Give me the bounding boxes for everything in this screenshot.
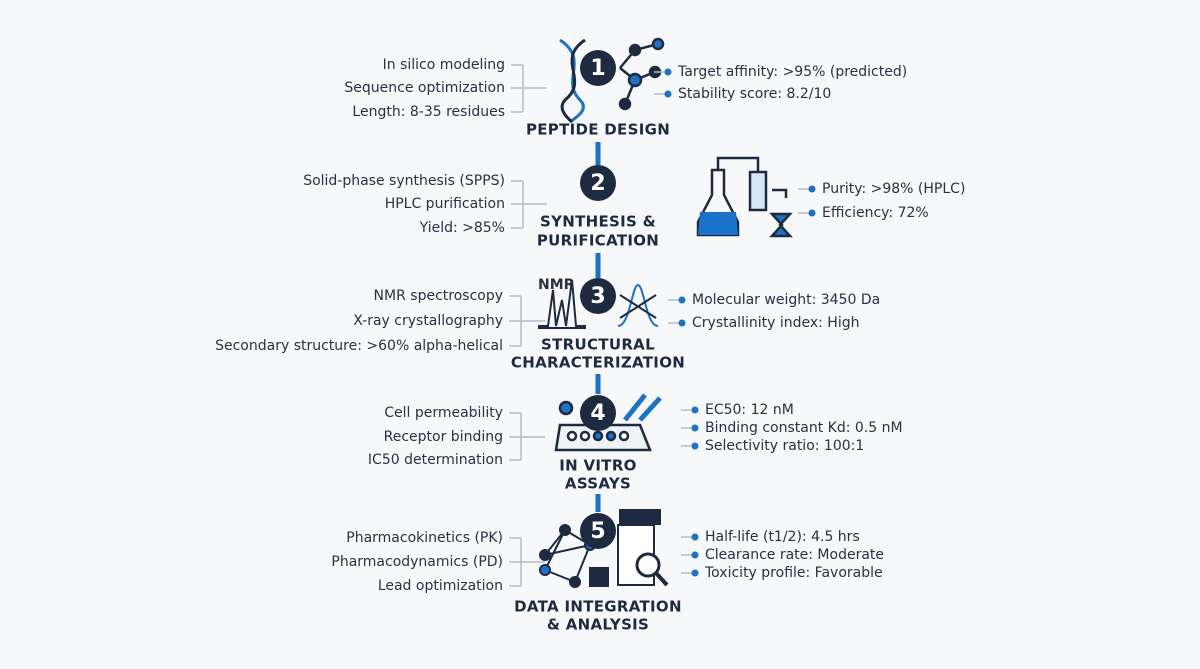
spectrum-icon (538, 279, 659, 329)
step-title: IN VITRO (559, 457, 636, 475)
left-item: IC50 determination (368, 452, 503, 468)
left-item: Sequence optimization (344, 80, 505, 96)
step-number: 1 (590, 56, 605, 81)
bullet (691, 533, 699, 541)
bullet (691, 569, 699, 577)
left-item: Solid-phase synthesis (SPPS) (303, 173, 505, 189)
molecule-icon (618, 37, 665, 111)
step-title: CHARACTERIZATION (511, 354, 685, 372)
flask-icon (696, 156, 793, 238)
step-title: DATA INTEGRATION (514, 598, 682, 616)
bullet (678, 319, 686, 327)
step-number: 4 (590, 401, 605, 426)
plate-icon (554, 393, 662, 452)
dna-icon (559, 38, 586, 124)
left-item: Cell permeability (384, 405, 503, 421)
bullet (691, 424, 699, 432)
step-circle (580, 165, 616, 201)
left-item: Pharmacokinetics (PK) (346, 530, 503, 546)
step-number: 3 (590, 284, 605, 309)
left-item: In silico modeling (383, 57, 505, 73)
bullet (808, 185, 816, 193)
step-title: ASSAYS (565, 475, 631, 493)
step-circle (580, 278, 616, 314)
icon-label: NMR (538, 277, 575, 293)
right-item: Purity: >98% (HPLC) (822, 181, 965, 197)
right-item: Stability score: 8.2/10 (678, 86, 831, 102)
right-item: Target affinity: >95% (predicted) (677, 64, 907, 80)
left-item: Length: 8-35 residues (352, 104, 505, 120)
left-item: Receptor binding (384, 429, 503, 445)
step-title: & ANALYSIS (547, 616, 649, 634)
right-item: Selectivity ratio: 100:1 (705, 438, 864, 454)
step-number: 5 (590, 519, 605, 544)
bullet (808, 209, 816, 217)
bullet (664, 90, 672, 98)
step-title: PEPTIDE DESIGN (526, 121, 670, 139)
right-item: Crystallinity index: High (692, 315, 859, 331)
right-item: Molecular weight: 3450 Da (692, 292, 880, 308)
left-item: Lead optimization (378, 578, 503, 594)
step-title: STRUCTURAL (541, 336, 655, 354)
right-item: EC50: 12 nM (705, 402, 794, 418)
right-item: Efficiency: 72% (822, 205, 929, 221)
step-title: PURIFICATION (537, 232, 659, 250)
right-item: Half-life (t1/2): 4.5 hrs (705, 529, 860, 545)
bullet (664, 68, 672, 76)
step-circle (580, 50, 616, 86)
right-item: Clearance rate: Moderate (705, 547, 884, 563)
network-icon (539, 509, 669, 588)
left-item: Yield: >85% (419, 220, 505, 236)
step-title: SYNTHESIS & (540, 213, 656, 231)
left-item: Pharmacodynamics (PD) (331, 554, 503, 570)
left-item: NMR spectroscopy (374, 288, 503, 304)
step-circle (580, 513, 616, 549)
bullet (678, 296, 686, 304)
bullet (691, 551, 699, 559)
bullet (691, 406, 699, 414)
right-item: Binding constant Kd: 0.5 nM (705, 420, 903, 436)
left-item: X-ray crystallography (353, 313, 503, 329)
step-number: 2 (590, 171, 605, 196)
step-circle (580, 395, 616, 431)
right-item: Toxicity profile: Favorable (704, 565, 883, 581)
bullet (691, 442, 699, 450)
left-item: HPLC purification (385, 196, 505, 212)
left-item: Secondary structure: >60% alpha-helical (215, 338, 503, 354)
